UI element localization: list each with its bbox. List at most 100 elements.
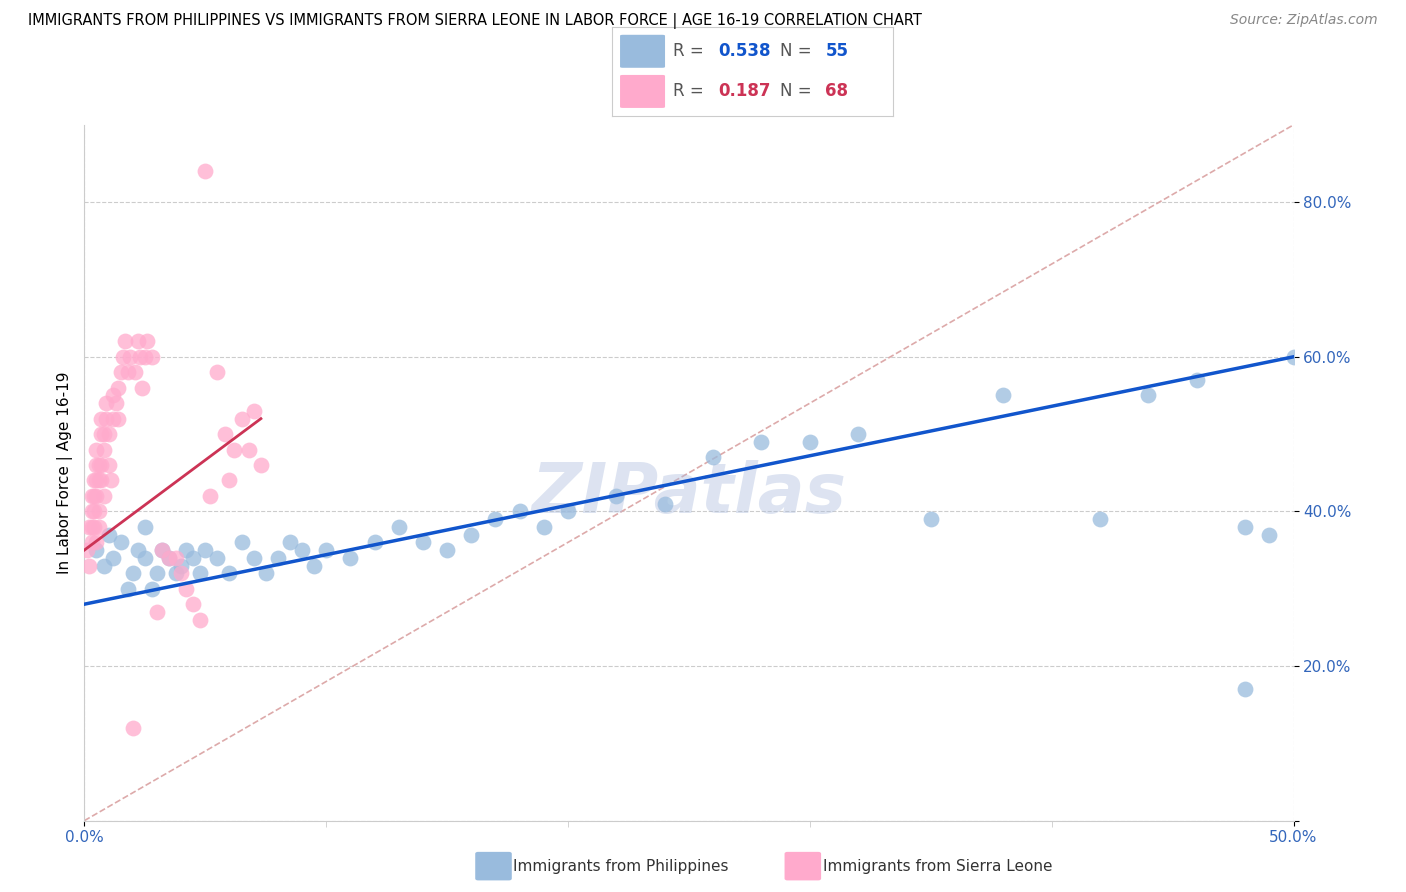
Point (702, 450, 724, 465)
Text: ZIPatlas: ZIPatlas (531, 460, 846, 527)
Point (127, 334, 149, 349)
Point (76, 543, 98, 558)
Point (1258, 527, 1281, 541)
Point (86, 458, 108, 472)
Point (121, 566, 143, 581)
Point (460, 527, 482, 541)
Point (1088, 512, 1111, 526)
Point (170, 558, 193, 573)
Point (194, 164, 217, 178)
Point (80, 489, 103, 503)
Point (127, 543, 149, 558)
Point (174, 582, 197, 596)
Point (86, 535, 108, 549)
Point (1185, 373, 1208, 387)
Point (112, 350, 135, 364)
Point (218, 474, 240, 488)
Point (214, 427, 236, 442)
Point (87, 474, 110, 488)
Point (107, 411, 129, 425)
Point (174, 543, 197, 558)
Point (90, 427, 112, 442)
Point (1234, 682, 1257, 697)
Point (165, 566, 187, 581)
FancyBboxPatch shape (620, 75, 665, 108)
Point (107, 381, 129, 395)
Point (136, 334, 159, 349)
Point (80, 520, 103, 534)
Text: N =: N = (780, 42, 817, 61)
Point (93, 558, 115, 573)
Point (198, 489, 221, 503)
Point (207, 550, 229, 565)
Point (1234, 520, 1257, 534)
Point (80, 504, 103, 518)
Point (104, 396, 127, 410)
Point (278, 535, 301, 549)
Text: 55: 55 (825, 42, 848, 61)
Point (86, 442, 108, 457)
Point (150, 543, 173, 558)
Point (94, 396, 117, 410)
Point (157, 550, 180, 565)
Point (83, 474, 105, 488)
Text: R =: R = (673, 42, 710, 61)
Point (291, 543, 314, 558)
Point (846, 427, 869, 442)
Point (267, 550, 290, 565)
Point (920, 512, 942, 526)
Point (86, 489, 108, 503)
Point (339, 550, 361, 565)
Point (533, 520, 555, 534)
Point (134, 550, 156, 565)
Point (605, 489, 627, 503)
Point (207, 365, 229, 379)
Point (77, 558, 100, 573)
Point (484, 512, 506, 526)
Point (224, 442, 246, 457)
Point (93, 427, 115, 442)
Point (238, 442, 260, 457)
Point (315, 543, 337, 558)
Point (146, 566, 169, 581)
Point (103, 411, 125, 425)
Point (194, 543, 217, 558)
Point (363, 535, 385, 549)
Text: Source: ZipAtlas.com: Source: ZipAtlas.com (1230, 13, 1378, 28)
Point (93, 442, 115, 457)
Point (97, 427, 120, 442)
Point (141, 582, 163, 596)
Point (86, 474, 108, 488)
Point (103, 388, 125, 402)
Point (388, 520, 411, 534)
Point (94, 411, 117, 425)
Text: N =: N = (780, 82, 817, 101)
Point (90, 474, 112, 488)
Text: 0.187: 0.187 (718, 82, 770, 101)
Point (302, 558, 325, 573)
Point (1282, 350, 1305, 364)
Point (97, 527, 120, 541)
Point (190, 566, 212, 581)
Point (654, 497, 676, 511)
Point (77, 520, 100, 534)
Point (110, 365, 132, 379)
Point (141, 350, 163, 364)
Point (509, 504, 531, 518)
Point (131, 381, 153, 395)
Point (114, 334, 136, 349)
Point (117, 582, 139, 596)
Point (97, 458, 120, 472)
Text: 68: 68 (825, 82, 848, 101)
Point (100, 474, 122, 488)
Point (103, 550, 125, 565)
Point (93, 489, 115, 503)
Point (250, 458, 273, 472)
Point (254, 566, 277, 581)
Point (117, 365, 139, 379)
Point (1137, 388, 1160, 402)
Text: Immigrants from Philippines: Immigrants from Philippines (513, 859, 728, 873)
Point (242, 550, 264, 565)
Point (751, 434, 773, 449)
Point (86, 543, 108, 558)
